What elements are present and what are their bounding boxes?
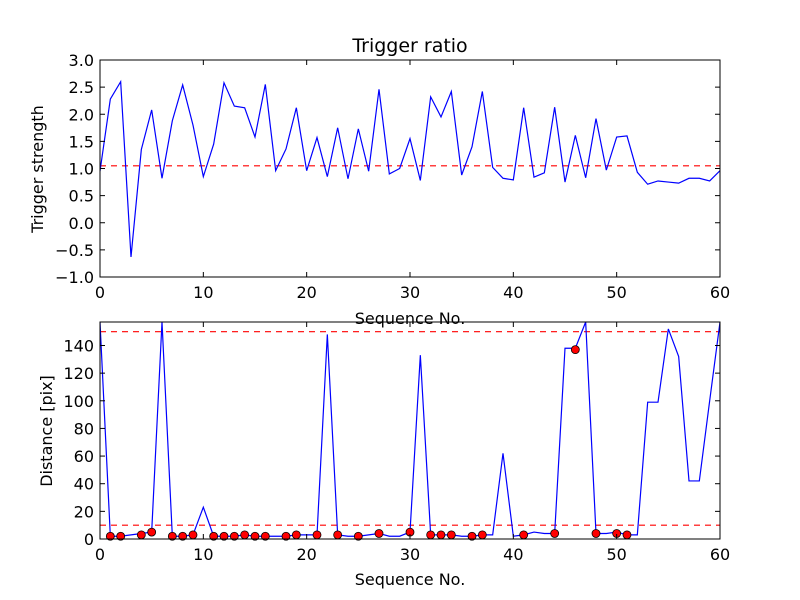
series-line: [100, 79, 720, 257]
trigger-ratio-chart: Trigger ratio 0 10 20 30 40 50 60 −1.0 −0.5 0.0 0.…: [28, 35, 730, 328]
data-marker: [477, 530, 487, 540]
y-tick-label: −0.5: [55, 241, 94, 260]
data-marker: [550, 529, 560, 538]
x-tick-label: 50: [606, 283, 626, 302]
plot-area-top: 0 10 20 30 40 50 60 −1.0 −0.5 0.0 0.5 1.0 1.5 2.0 2.5 3…: [55, 51, 730, 302]
data-marker: [436, 530, 446, 540]
y-tick-label: 20: [74, 502, 94, 521]
y-tick-label: 100: [63, 392, 94, 411]
x-tick-label: 60: [710, 283, 730, 302]
x-tick-label: 0: [95, 545, 105, 564]
data-marker: [374, 529, 384, 538]
data-marker: [147, 527, 157, 537]
y-tick-label: 40: [74, 475, 94, 494]
x-tick-label: 20: [296, 545, 316, 564]
data-marker: [570, 345, 580, 355]
y-tick-label: −1.0: [55, 268, 94, 287]
data-marker: [426, 530, 436, 540]
plot-frame: [99, 321, 721, 540]
data-marker: [136, 530, 146, 540]
y-tick-label: 0.0: [69, 214, 94, 233]
x-axis-label-bottom: Sequence No.: [355, 570, 466, 589]
chart-title: Trigger ratio: [351, 35, 467, 57]
data-marker: [622, 530, 632, 540]
data-marker: [281, 531, 291, 541]
data-marker: [591, 529, 601, 538]
x-tick-label: 30: [400, 283, 420, 302]
data-marker: [312, 530, 322, 540]
y-tick-label: 140: [63, 336, 94, 355]
y-tick-label: 1.5: [69, 132, 94, 151]
data-marker: [178, 531, 188, 541]
x-tick-label: 10: [193, 545, 213, 564]
x-tick-label: 0: [95, 283, 105, 302]
x-tick-label: 40: [503, 545, 523, 564]
data-marker: [167, 531, 177, 541]
data-marker: [467, 531, 477, 541]
plot-area-bottom: 0 10 20 30 40 50 60 0 20 40 60 80 100 120 140: [63, 321, 730, 564]
data-marker: [333, 530, 343, 540]
y-tick-label: 60: [74, 447, 94, 466]
y-tick-label: 0.5: [69, 187, 94, 206]
y-axis-label-top: Trigger strength: [28, 105, 47, 234]
series-line: [100, 322, 720, 537]
y-axis-label-bottom: Distance [pix]: [37, 375, 56, 487]
data-marker: [353, 531, 363, 541]
x-tick-label: 60: [710, 545, 730, 564]
y-tick-label: 3.0: [69, 51, 94, 70]
x-tick-label: 40: [503, 283, 523, 302]
data-marker: [240, 530, 250, 540]
data-marker: [229, 531, 239, 541]
y-tick-label: 0: [84, 530, 94, 549]
data-marker: [291, 530, 301, 540]
data-marker: [209, 531, 219, 541]
x-axis-label-top: Sequence No.: [355, 309, 466, 328]
distance-chart: 0 10 20 30 40 50 60 0 20 40 60 80 100 120 140 Sequence…: [37, 321, 730, 589]
x-tick-label: 10: [193, 283, 213, 302]
y-tick-label: 120: [63, 364, 94, 383]
data-marker: [116, 531, 126, 541]
y-tick-label: 2.5: [69, 78, 94, 97]
x-tick-label: 30: [400, 545, 420, 564]
y-tick-label: 1.0: [69, 160, 94, 179]
data-marker: [519, 530, 529, 540]
data-marker: [188, 530, 198, 540]
data-marker: [105, 531, 115, 541]
data-marker: [260, 531, 270, 541]
data-marker: [250, 531, 260, 541]
x-tick-label: 20: [296, 283, 316, 302]
plot-frame: [99, 59, 721, 278]
y-tick-label: 2.0: [69, 105, 94, 124]
data-marker: [219, 531, 229, 541]
y-tick-label: 80: [74, 419, 94, 438]
x-tick-label: 50: [606, 545, 626, 564]
data-marker: [446, 530, 456, 540]
